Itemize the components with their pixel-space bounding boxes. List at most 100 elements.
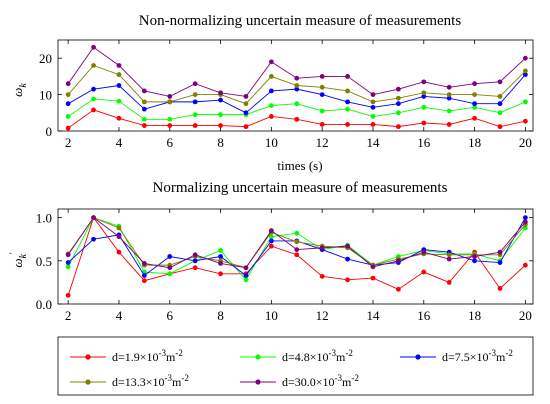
top-chart-data-point [192,92,198,97]
legend-label: d=7.5×10-3m-2 [442,348,513,364]
bottom-chart-data-point [116,225,122,231]
top-chart-data-point [141,106,147,112]
top-chart-data-point [141,88,147,94]
top-chart-data-point [370,92,376,97]
top-chart-data-point [395,86,401,92]
top-chart-data-point [65,92,71,97]
bottom-chart-data-point [65,264,71,270]
top-chart-data-point [472,115,477,121]
top-chart-data-point [192,112,198,118]
bottom-chart-data-point [345,256,350,262]
bottom-chart-data-point [294,230,300,236]
bottom-chart: Normalizing uncertain measure of measure… [8,180,534,323]
top-chart-data-point [319,92,325,97]
top-chart: Non-normalizing uncertain measure of mea… [10,13,534,173]
bottom-chart-data-point [65,252,71,258]
top-chart-x-tick-label: 16 [417,135,431,150]
bottom-chart-data-point [65,260,71,265]
bottom-chart-data-point [141,261,147,266]
bottom-chart-data-point [141,278,147,284]
bottom-chart-y-tick-label: 1.0 [36,211,52,226]
top-chart-data-point [421,104,427,110]
bottom-chart-data-point [345,243,350,249]
bottom-chart-x-tick-label: 2 [65,308,72,323]
bottom-chart-data-point [243,273,249,278]
top-chart-data-point [345,99,350,105]
bottom-chart-data-point [319,273,325,279]
bottom-chart-data-point [243,277,249,283]
bottom-chart-x-tick-label: 12 [316,308,329,323]
top-chart-data-point [243,101,249,107]
top-chart-data-point [446,122,452,127]
top-chart-data-point [421,79,427,85]
legend-box [57,336,534,396]
top-chart-data-point [116,72,122,77]
bottom-chart-data-point [446,252,452,258]
bottom-chart-data-point [218,248,223,253]
top-chart-data-point [421,120,427,126]
bottom-chart-data-point [446,280,452,285]
top-chart-data-point [167,116,173,122]
svg-text:ωk: ωk [10,83,29,97]
top-chart-data-point [472,81,477,87]
legend-label: d=4.8×10-3m-2 [282,348,353,364]
top-chart-data-point [218,123,223,128]
top-chart-plot-frame [57,39,534,132]
bottom-chart-data-point [218,254,223,259]
top-chart-data-point [345,88,350,94]
bottom-chart-data-point [370,264,376,270]
top-chart-data-point [395,101,401,107]
top-chart-data-point [116,63,122,68]
top-chart-data-point [370,122,376,127]
top-chart-x-tick-label: 20 [519,135,532,150]
bottom-chart-data-point [294,239,300,245]
svg-text:ωk': ωk' [8,252,29,268]
top-chart-data-point [294,86,300,92]
bottom-chart-data-point [167,254,173,259]
top-chart-data-point [319,84,325,90]
top-chart-data-point [116,115,122,121]
bottom-chart-data-point [116,234,122,240]
top-chart-x-tick-label: 14 [366,135,380,150]
bottom-chart-data-point [218,271,223,277]
top-chart-data-point [319,74,325,79]
bottom-chart-data-point [446,256,452,262]
top-chart-y-axis-label: ωk [10,83,29,97]
top-chart-x-tick-label: 12 [316,135,329,150]
bottom-chart-data-point [192,265,198,271]
top-chart-data-point [141,123,147,128]
top-chart-y-tick-label: 10 [39,88,52,103]
top-chart-x-tick-label: 8 [217,135,224,150]
top-chart-x-tick-label: 4 [116,135,123,150]
bottom-chart-data-point [421,269,427,275]
top-chart-data-point [395,110,401,116]
legend-label: d=30.0×10-3m-2 [282,373,359,389]
bottom-chart-x-tick-label: 6 [167,308,174,323]
top-chart-x-tick-label: 10 [265,135,278,150]
top-chart-data-point [294,83,300,88]
top-chart-data-point [345,74,350,79]
top-chart-data-point [65,81,71,87]
bottom-chart-data-point [395,258,401,264]
legend-marker [415,354,421,360]
top-chart-data-point [167,99,173,105]
bottom-chart-data-point [167,265,173,271]
bottom-chart-x-tick-label: 16 [417,308,431,323]
top-chart-y-tick-label: 20 [39,51,52,66]
top-chart-data-point [522,118,528,124]
top-chart-data-point [497,124,503,130]
top-chart-data-point [116,83,122,88]
top-chart-data-point [243,94,249,99]
bottom-chart-y-tick-label: 0.5 [36,254,52,269]
top-chart-x-tick-label: 2 [65,135,72,150]
bottom-chart-x-tick-label: 10 [265,308,278,323]
top-chart-data-point [472,92,477,97]
bottom-chart-x-tick-label: 14 [366,308,380,323]
top-chart-title: Non-normalizing uncertain measure of mea… [139,13,462,29]
bottom-chart-x-tick-label: 18 [468,308,481,323]
bottom-chart-data-point [167,271,173,277]
top-chart-data-point [370,114,376,119]
top-chart-data-point [141,116,147,122]
bottom-chart-data-point [522,215,528,221]
top-chart-x-axis-label: times (s) [277,158,322,173]
